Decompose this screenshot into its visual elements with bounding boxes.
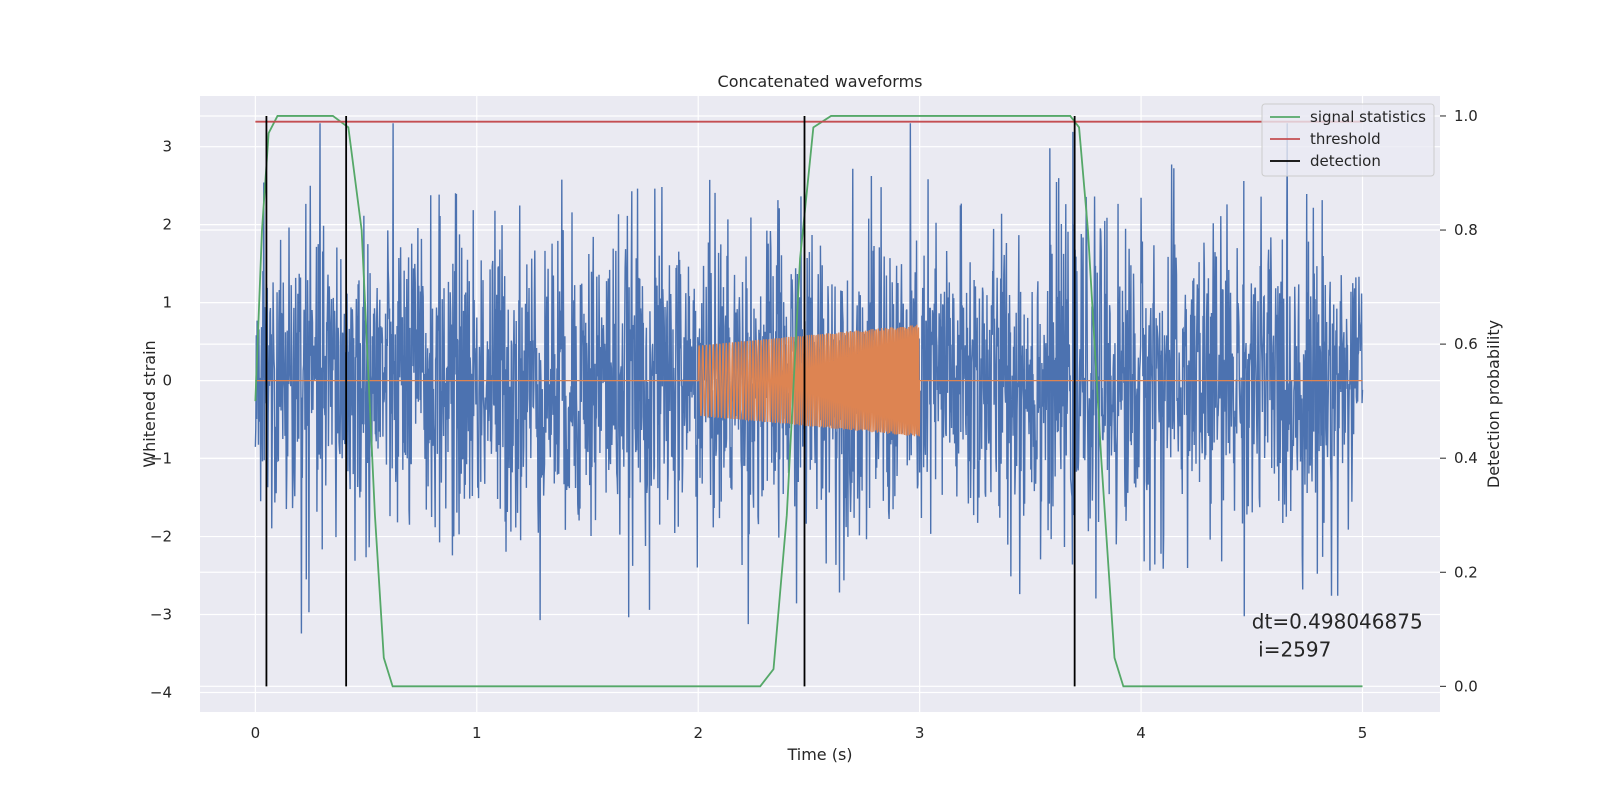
- annotation: dt=0.498046875 i=2597: [1252, 609, 1423, 661]
- x-tick-label: 4: [1136, 724, 1146, 742]
- y-tick-label: −3: [150, 606, 172, 624]
- y-tick-label: −2: [150, 528, 172, 546]
- y2-tick-label: 0.2: [1454, 563, 1478, 581]
- y-tick-label: 2: [162, 216, 172, 234]
- legend-label: detection: [1310, 152, 1381, 170]
- x-tick-label: 5: [1358, 724, 1368, 742]
- ticks: 0 1 2 3 4 5 −4 −3 −2 −1 0 1 2 3 0.0 0.2 0.4 0.6 0.8 1.0: [150, 107, 1478, 742]
- legend-box: [1261, 103, 1435, 177]
- x-tick-label: 3: [915, 724, 925, 742]
- y-axis-title: Whitened strain: [140, 340, 159, 467]
- y2-tick-label: 1.0: [1454, 107, 1478, 125]
- series-noise-line: [254, 123, 1364, 634]
- annotation-line: dt=0.498046875: [1252, 609, 1423, 633]
- x-tick-label: 2: [693, 724, 703, 742]
- y-tick-label: −1: [150, 450, 172, 468]
- chart-title: Concatenated waveforms: [718, 72, 923, 91]
- legend-label: signal statistics: [1310, 108, 1426, 126]
- legend: signal statistics threshold detection: [1261, 103, 1435, 177]
- x-tick-label: 0: [251, 724, 261, 742]
- y2-tick-label: 0.6: [1454, 335, 1478, 353]
- y2-tick-label: 0.4: [1454, 449, 1478, 467]
- series-waveform-line: [255, 324, 1363, 437]
- series-signal-statistics-line: [254, 115, 1363, 688]
- y2-axis-title: Detection probability: [1484, 320, 1503, 488]
- y-tick-label: 3: [162, 138, 172, 156]
- x-axis-title: Time (s): [786, 745, 852, 764]
- y2-tick-label: 0.8: [1454, 221, 1478, 239]
- plot-series: [254, 115, 1364, 688]
- annotation-line: i=2597: [1252, 637, 1332, 661]
- y2-tick-label: 0.0: [1454, 677, 1478, 695]
- y-tick-label: 0: [162, 372, 172, 390]
- y-tick-label: 1: [162, 294, 172, 312]
- x-tick-label: 1: [472, 724, 482, 742]
- legend-label: threshold: [1310, 130, 1381, 148]
- y-tick-label: −4: [150, 684, 172, 702]
